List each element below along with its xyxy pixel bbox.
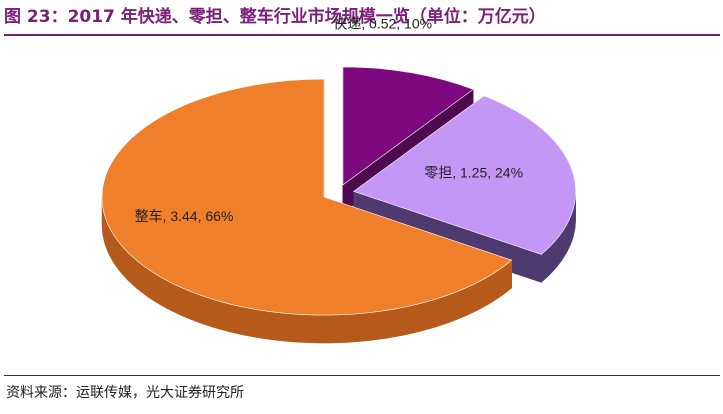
title-divider [4, 34, 720, 36]
pie-label-快递: 快递, 0.52, 10% [333, 16, 432, 32]
figure-title: 图 23：2017 年快递、零担、整车行业市场规模一览（单位：万亿元） [4, 7, 546, 27]
pie-slice-零担 [353, 95, 576, 255]
source-note: 资料来源：运联传媒，光大证券研究所 [6, 385, 244, 401]
source-divider [4, 375, 720, 376]
pie-slice-整车 [101, 78, 513, 316]
pie-label-整车: 整车, 3.44, 66% [135, 208, 234, 224]
pie-slice-快递 [342, 66, 474, 186]
pie-label-零担: 零担, 1.25, 24% [424, 165, 523, 181]
